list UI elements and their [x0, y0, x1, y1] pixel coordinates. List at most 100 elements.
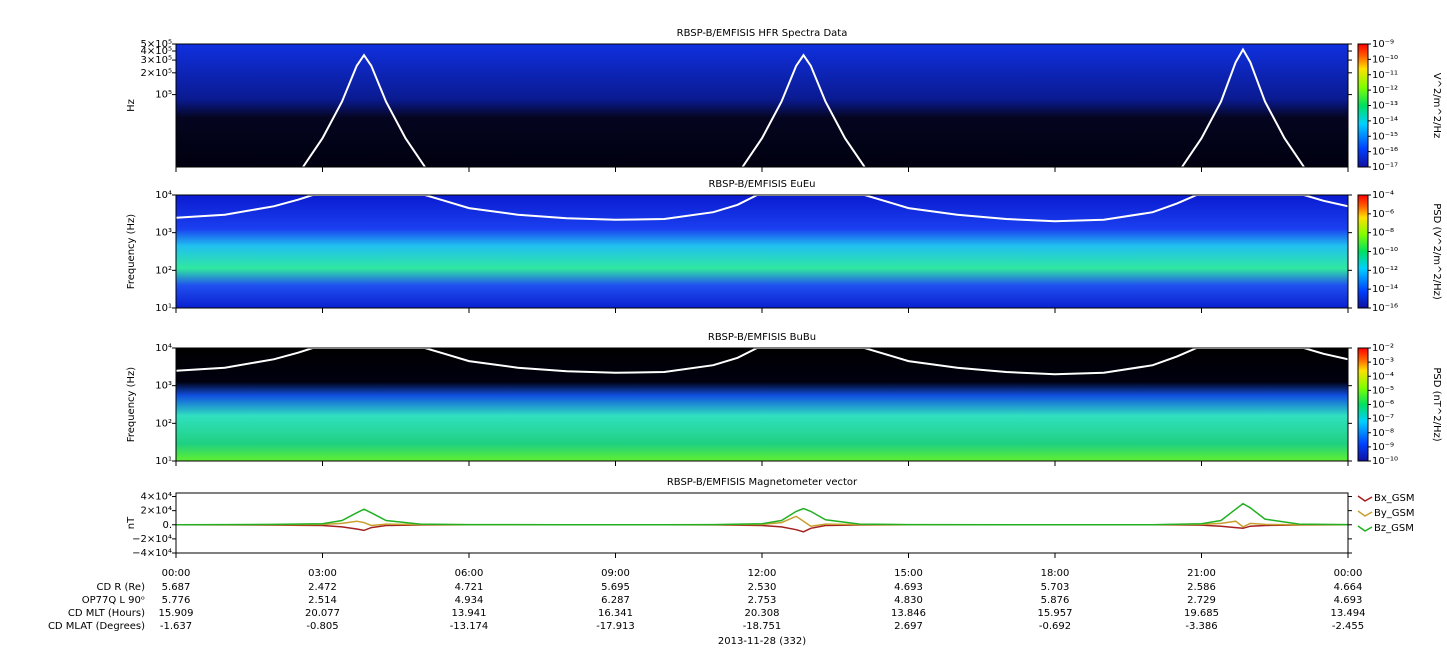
x-axis-label: 2013-11-28 (332): [718, 636, 806, 647]
colorbar-tick-label: 10⁻⁹: [1372, 39, 1394, 50]
spectrogram-image: [176, 195, 1348, 308]
colorbar-tick-label: 10⁻⁹: [1372, 442, 1394, 453]
ephemeris-value: 6.287: [601, 595, 630, 606]
y-tick-label: 10³: [155, 228, 172, 239]
colorbar-label: PSD (V^2/m^2/Hz): [1431, 203, 1442, 300]
colorbar-tick-label: 10⁻¹²: [1372, 85, 1398, 96]
y-tick-label: −4×10⁴: [132, 548, 172, 559]
ephemeris-value: 2.514: [308, 595, 337, 606]
panel-title: RBSP-B/EMFISIS EuEu: [708, 179, 815, 190]
y-axis-label: nT: [126, 516, 137, 529]
ephemeris-value: 4.934: [455, 595, 484, 606]
ephemeris-value: 4.721: [455, 582, 484, 593]
ephemeris-value: 4.830: [894, 595, 923, 606]
spectrogram-image: [176, 348, 1348, 461]
x-tick-label: 12:00: [748, 568, 777, 579]
legend-label: Bz_GSM: [1374, 523, 1414, 534]
y-axis-label: Frequency (Hz): [126, 214, 137, 290]
colorbar-tick-label: 10⁻⁸: [1372, 228, 1394, 239]
series-line: [176, 502, 1348, 526]
ephemeris-label: CD MLT (Hours): [68, 608, 145, 619]
ephemeris-value: 15.957: [1038, 608, 1073, 619]
ephemeris-value: -17.913: [596, 621, 635, 632]
y-tick-label: 4×10⁴: [141, 492, 172, 503]
ephemeris-value: 2.530: [748, 582, 777, 593]
ephemeris-value: 5.876: [1041, 595, 1070, 606]
white-curve: [176, 195, 1348, 223]
ephemeris-label: CD MLAT (Degrees): [48, 621, 145, 632]
colorbar-tick-label: 10⁻¹⁶: [1372, 303, 1398, 314]
colorbar: [1357, 43, 1369, 168]
legend-label: By_GSM: [1374, 508, 1415, 519]
colorbar-tick-label: 10⁻⁴: [1372, 371, 1394, 382]
legend-swatch: [1357, 525, 1373, 532]
ephemeris-value: 2.472: [308, 582, 337, 593]
y-tick-label: 0.: [162, 520, 172, 531]
colorbar-tick-label: 10⁻¹³: [1372, 101, 1398, 112]
ephemeris-label: OP77Q L 90ᵒ: [82, 595, 145, 606]
x-tick-label: 09:00: [601, 568, 630, 579]
series-line: [176, 524, 1348, 533]
ephemeris-value: 4.693: [894, 582, 923, 593]
panel-title: RBSP-B/EMFISIS Magnetometer vector: [667, 477, 858, 488]
ephemeris-value: 20.077: [305, 608, 340, 619]
colorbar-tick-label: 10⁻¹⁷: [1372, 162, 1398, 173]
y-tick-label: 10³: [155, 381, 172, 392]
legend-swatch: [1357, 495, 1373, 502]
ephemeris-value: -13.174: [450, 621, 489, 632]
ephemeris-value: 2.729: [1187, 595, 1216, 606]
y-tick-label: 10¹: [155, 303, 172, 314]
ephemeris-value: 2.586: [1187, 582, 1216, 593]
colorbar-tick-label: 10⁻⁵: [1372, 385, 1394, 396]
panel-title: RBSP-B/EMFISIS HFR Spectra Data: [677, 28, 848, 39]
ephemeris-value: 4.693: [1334, 595, 1363, 606]
ephemeris-value: 2.753: [748, 595, 777, 606]
ephemeris-value: 13.846: [891, 608, 926, 619]
ephemeris-value: 19.685: [1184, 608, 1219, 619]
y-tick-label: 10²: [155, 265, 172, 276]
y-tick-label: 10⁵: [155, 90, 172, 101]
x-tick-label: 00:00: [1334, 568, 1363, 579]
y-tick-label: 10¹: [155, 456, 172, 467]
y-tick-label: −2×10⁴: [132, 534, 172, 545]
y-axis-label: Frequency (Hz): [126, 367, 137, 443]
ephemeris-value: 5.776: [162, 595, 191, 606]
y-axis-label: Hz: [126, 99, 137, 112]
colorbar: [1357, 347, 1369, 462]
y-tick-label: 3×10⁵: [141, 55, 172, 66]
y-tick-label: 4×10⁵: [141, 46, 172, 57]
ephemeris-value: -0.692: [1039, 621, 1071, 632]
ephemeris-label: CD R (Re): [97, 582, 146, 593]
series-line: [176, 515, 1348, 528]
ephemeris-value: 4.664: [1334, 582, 1363, 593]
ephemeris-value: 13.941: [452, 608, 487, 619]
x-tick-label: 06:00: [455, 568, 484, 579]
ephemeris-value: 16.341: [598, 608, 633, 619]
white-curve: [176, 348, 1348, 376]
panel-title: RBSP-B/EMFISIS BuBu: [708, 332, 816, 343]
x-tick-label: 00:00: [162, 568, 191, 579]
colorbar-tick-label: 10⁻²: [1372, 343, 1394, 354]
y-tick-label: 2×10⁴: [141, 506, 172, 517]
ephemeris-value: 5.687: [162, 582, 191, 593]
colorbar-tick-label: 10⁻¹¹: [1372, 70, 1398, 81]
legend-label: Bx_GSM: [1374, 493, 1415, 504]
ephemeris-value: -18.751: [743, 621, 782, 632]
ephemeris-value: 2.697: [894, 621, 923, 632]
ephemeris-value: 5.703: [1041, 582, 1070, 593]
x-tick-label: 15:00: [894, 568, 923, 579]
ephemeris-value: 13.494: [1331, 608, 1366, 619]
colorbar-tick-label: 10⁻¹⁰: [1372, 54, 1398, 65]
legend-swatch: [1357, 510, 1373, 517]
ephemeris-value: -3.386: [1185, 621, 1217, 632]
colorbar-tick-label: 10⁻⁸: [1372, 428, 1394, 439]
colorbar-tick-label: 10⁻¹⁰: [1372, 456, 1398, 467]
ephemeris-value: 15.909: [159, 608, 194, 619]
colorbar-tick-label: 10⁻³: [1372, 357, 1394, 368]
y-tick-label: 10⁴: [155, 343, 172, 354]
colorbar-tick-label: 10⁻⁷: [1372, 414, 1394, 425]
colorbar-tick-label: 10⁻¹⁴: [1372, 116, 1398, 127]
x-tick-label: 21:00: [1187, 568, 1216, 579]
white-curve: [302, 47, 1305, 167]
